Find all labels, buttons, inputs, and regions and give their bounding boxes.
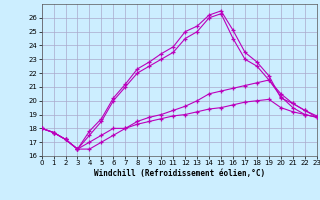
X-axis label: Windchill (Refroidissement éolien,°C): Windchill (Refroidissement éolien,°C) [94, 169, 265, 178]
